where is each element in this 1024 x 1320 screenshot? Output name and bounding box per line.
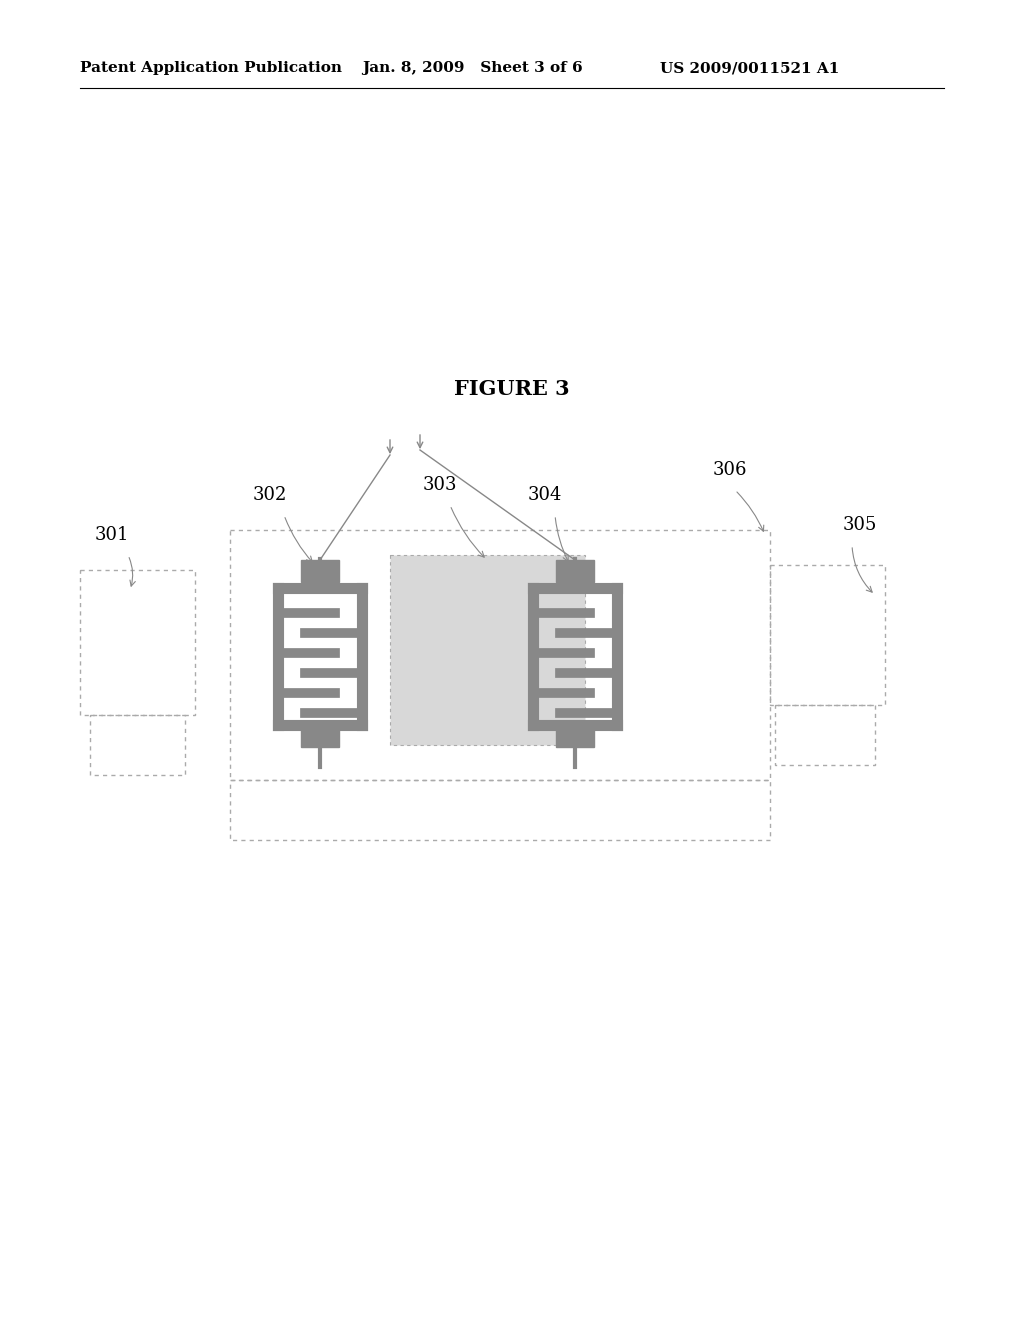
Bar	[770, 565, 885, 705]
Text: 301: 301	[95, 525, 129, 544]
Bar	[301, 725, 339, 747]
Text: 303: 303	[423, 477, 458, 494]
Bar	[90, 715, 185, 775]
Text: US 2009/0011521 A1: US 2009/0011521 A1	[660, 61, 840, 75]
Bar	[80, 570, 195, 715]
Bar	[556, 725, 594, 747]
Text: Jan. 8, 2009   Sheet 3 of 6: Jan. 8, 2009 Sheet 3 of 6	[362, 61, 583, 75]
Text: FIGURE 3: FIGURE 3	[455, 379, 569, 400]
Bar	[775, 705, 874, 766]
Bar	[230, 531, 770, 780]
Bar	[556, 560, 594, 582]
Text: 306: 306	[713, 461, 748, 479]
Bar	[230, 780, 770, 840]
Bar	[390, 554, 585, 744]
Text: Patent Application Publication: Patent Application Publication	[80, 61, 342, 75]
Bar	[301, 560, 339, 582]
Text: 304: 304	[527, 486, 562, 504]
Text: 305: 305	[843, 516, 878, 535]
Text: 302: 302	[253, 486, 287, 504]
